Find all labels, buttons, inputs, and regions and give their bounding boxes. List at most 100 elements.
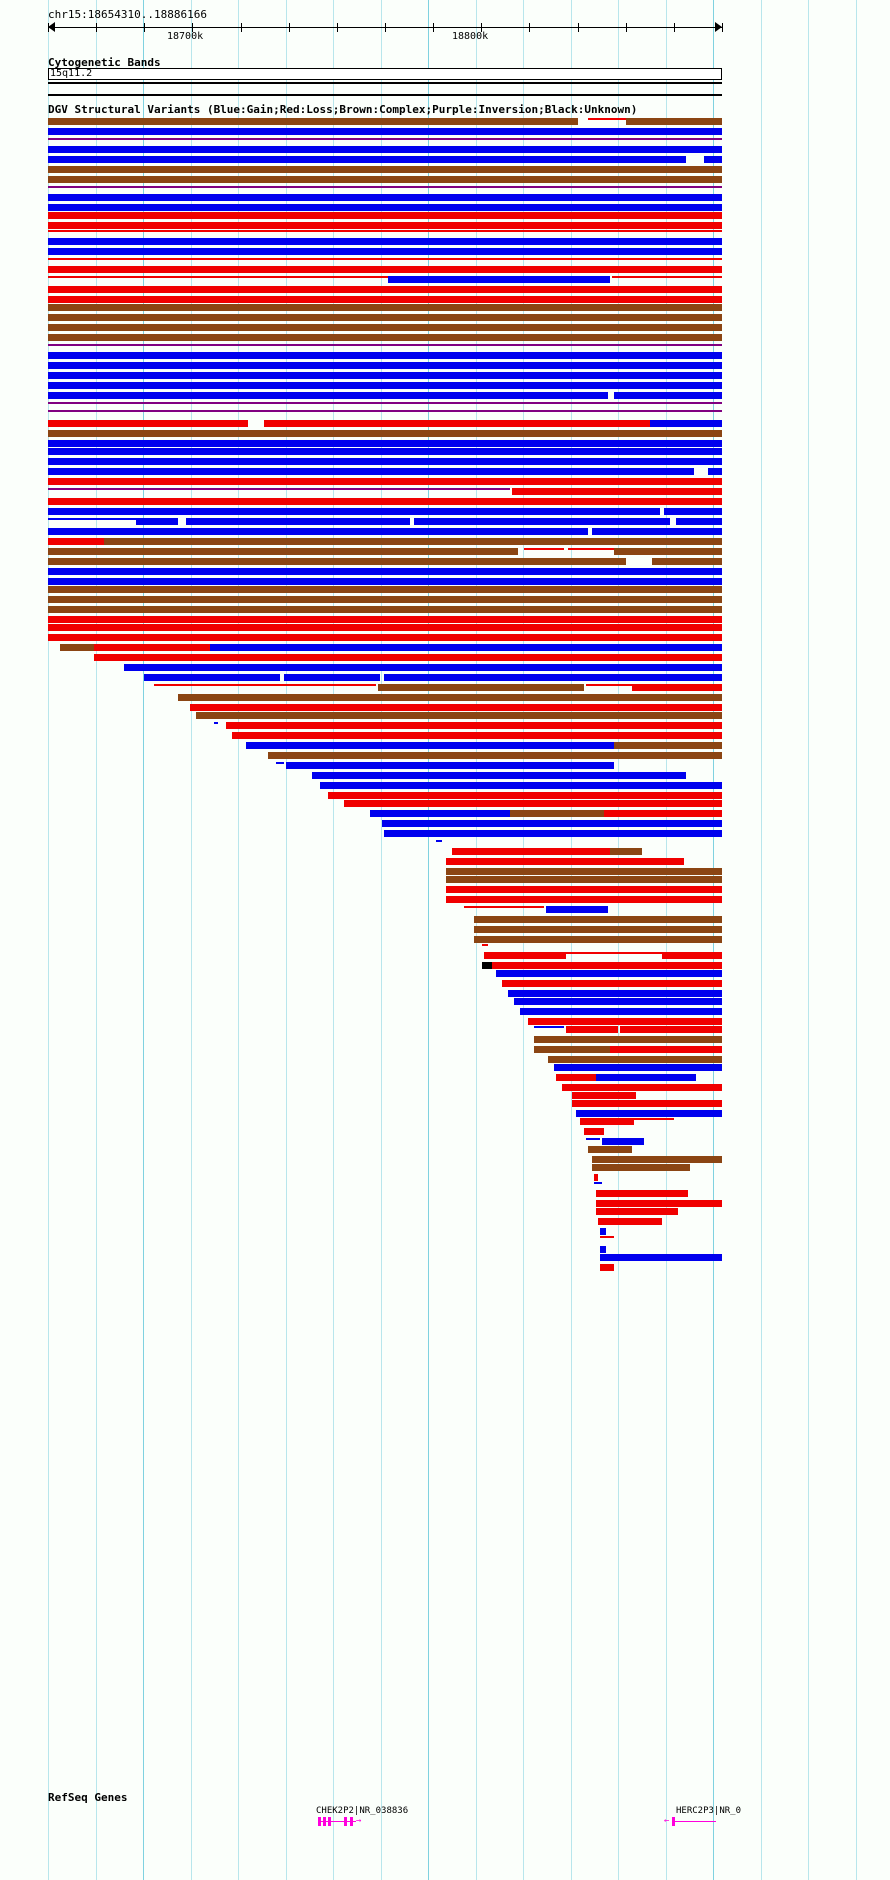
dgv-variant-bar[interactable] [596,1190,688,1197]
dgv-variant-bar[interactable] [482,962,492,969]
dgv-variant-bar[interactable] [610,1046,722,1053]
dgv-variant-bar[interactable] [48,146,722,153]
dgv-variant-bar[interactable] [592,528,722,535]
dgv-variant-bar[interactable] [48,212,722,219]
dgv-variant-bar[interactable] [652,558,722,565]
dgv-variant-bar[interactable] [284,674,380,681]
dgv-variant-bar[interactable] [508,990,722,997]
dgv-variant-bar[interactable] [48,624,722,631]
dgv-variant-bar[interactable] [446,858,684,865]
dgv-variant-bar[interactable] [48,586,722,593]
dgv-variant-bar[interactable] [48,222,722,229]
dgv-variant-bar[interactable] [588,118,638,120]
dgv-variant-bar[interactable] [614,392,722,399]
dgv-variant-bar[interactable] [510,810,604,817]
dgv-variant-bar[interactable] [344,800,352,807]
dgv-variant-bar[interactable] [600,1254,722,1261]
dgv-variant-bar[interactable] [378,684,584,691]
dgv-variant-bar[interactable] [312,772,686,779]
dgv-variant-bar[interactable] [626,118,722,125]
dgv-variant-bar[interactable] [514,998,722,1005]
dgv-variant-bar[interactable] [48,194,722,201]
dgv-variant-bar[interactable] [600,1236,614,1238]
dgv-variant-bar[interactable] [484,952,566,959]
dgv-variant-bar[interactable] [48,166,722,173]
dgv-variant-bar[interactable] [48,334,722,341]
dgv-variant-bar[interactable] [594,1182,602,1184]
dgv-variant-bar[interactable] [48,352,722,359]
dgv-variant-bar[interactable] [612,276,722,278]
dgv-variant-bar[interactable] [210,644,722,651]
dgv-variant-bar[interactable] [382,820,722,827]
dgv-variant-bar[interactable] [48,372,722,379]
dgv-variant-bar[interactable] [586,1138,600,1140]
dgv-variant-bar[interactable] [48,156,686,163]
dgv-variant-bar[interactable] [48,382,722,389]
dgv-variant-bar[interactable] [48,362,722,369]
dgv-variant-bar[interactable] [596,1200,722,1207]
dgv-variant-bar[interactable] [264,420,650,427]
dgv-variant-bar[interactable] [48,304,722,311]
dgv-variant-bar[interactable] [662,952,722,959]
dgv-variant-bar[interactable] [104,538,722,545]
dgv-variant-bar[interactable] [48,128,722,135]
dgv-variant-bar[interactable] [598,1218,662,1225]
dgv-variant-bar[interactable] [566,1026,618,1033]
dgv-variant-bar[interactable] [154,684,376,686]
dgv-variant-bar[interactable] [196,712,722,719]
dgv-variant-bar[interactable] [178,694,722,701]
dgv-variant-bar[interactable] [48,410,722,412]
dgv-variant-bar[interactable] [594,1174,598,1181]
dgv-variant-bar[interactable] [48,238,722,245]
dgv-variant-bar[interactable] [572,1092,636,1099]
dgv-variant-bar[interactable] [320,782,722,789]
dgv-variant-bar[interactable] [632,684,722,691]
dgv-variant-bar[interactable] [48,186,722,188]
dgv-variant-bar[interactable] [502,980,722,987]
dgv-variant-bar[interactable] [226,722,722,729]
dgv-variant-bar[interactable] [620,1026,722,1033]
dgv-variant-bar[interactable] [546,906,608,913]
dgv-variant-bar[interactable] [588,1146,632,1153]
dgv-variant-bar[interactable] [136,518,178,525]
dgv-variant-bar[interactable] [534,1026,564,1028]
dgv-variant-bar[interactable] [48,204,722,211]
dgv-variant-bar[interactable] [614,548,722,555]
dgv-variant-bar[interactable] [268,752,722,759]
dgv-variant-bar[interactable] [204,266,722,273]
dgv-variant-bar[interactable] [48,276,388,278]
dgv-variant-bar[interactable] [610,848,642,855]
dgv-variant-bar[interactable] [528,1018,722,1025]
dgv-variant-bar[interactable] [48,538,104,545]
dgv-variant-bar[interactable] [370,810,510,817]
dgv-variant-bar[interactable] [48,596,722,603]
dgv-variant-bar[interactable] [48,266,204,273]
dgv-variant-bar[interactable] [446,876,722,883]
dgv-variant-bar[interactable] [48,508,660,515]
dgv-variant-bar[interactable] [48,468,694,475]
dgv-variant-bar[interactable] [384,830,722,837]
dgv-variant-bar[interactable] [48,548,518,555]
dgv-variant-bar[interactable] [232,732,722,739]
dgv-variant-bar[interactable] [48,458,722,465]
dgv-variant-bar[interactable] [520,1008,722,1015]
dgv-variant-bar[interactable] [664,508,722,515]
dgv-variant-bar[interactable] [602,1138,644,1145]
dgv-variant-bar[interactable] [446,868,722,875]
dgv-variant-bar[interactable] [512,488,722,495]
dgv-variant-bar[interactable] [276,762,284,764]
dgv-variant-bar[interactable] [48,498,722,505]
dgv-variant-bar[interactable] [592,1156,722,1163]
dgv-variant-bar[interactable] [124,664,722,671]
dgv-variant-bar[interactable] [554,1064,722,1071]
dgv-variant-bar[interactable] [48,518,136,520]
dgv-variant-bar[interactable] [446,896,722,903]
dgv-variant-bar[interactable] [48,118,578,125]
dgv-variant-bar[interactable] [48,296,722,303]
dgv-variant-bar[interactable] [48,616,722,623]
dgv-variant-bar[interactable] [48,578,722,585]
dgv-variant-bar[interactable] [492,962,722,969]
dgv-variant-bar[interactable] [704,156,722,163]
dgv-variant-bar[interactable] [598,1084,722,1091]
dgv-variant-bar[interactable] [48,430,722,437]
